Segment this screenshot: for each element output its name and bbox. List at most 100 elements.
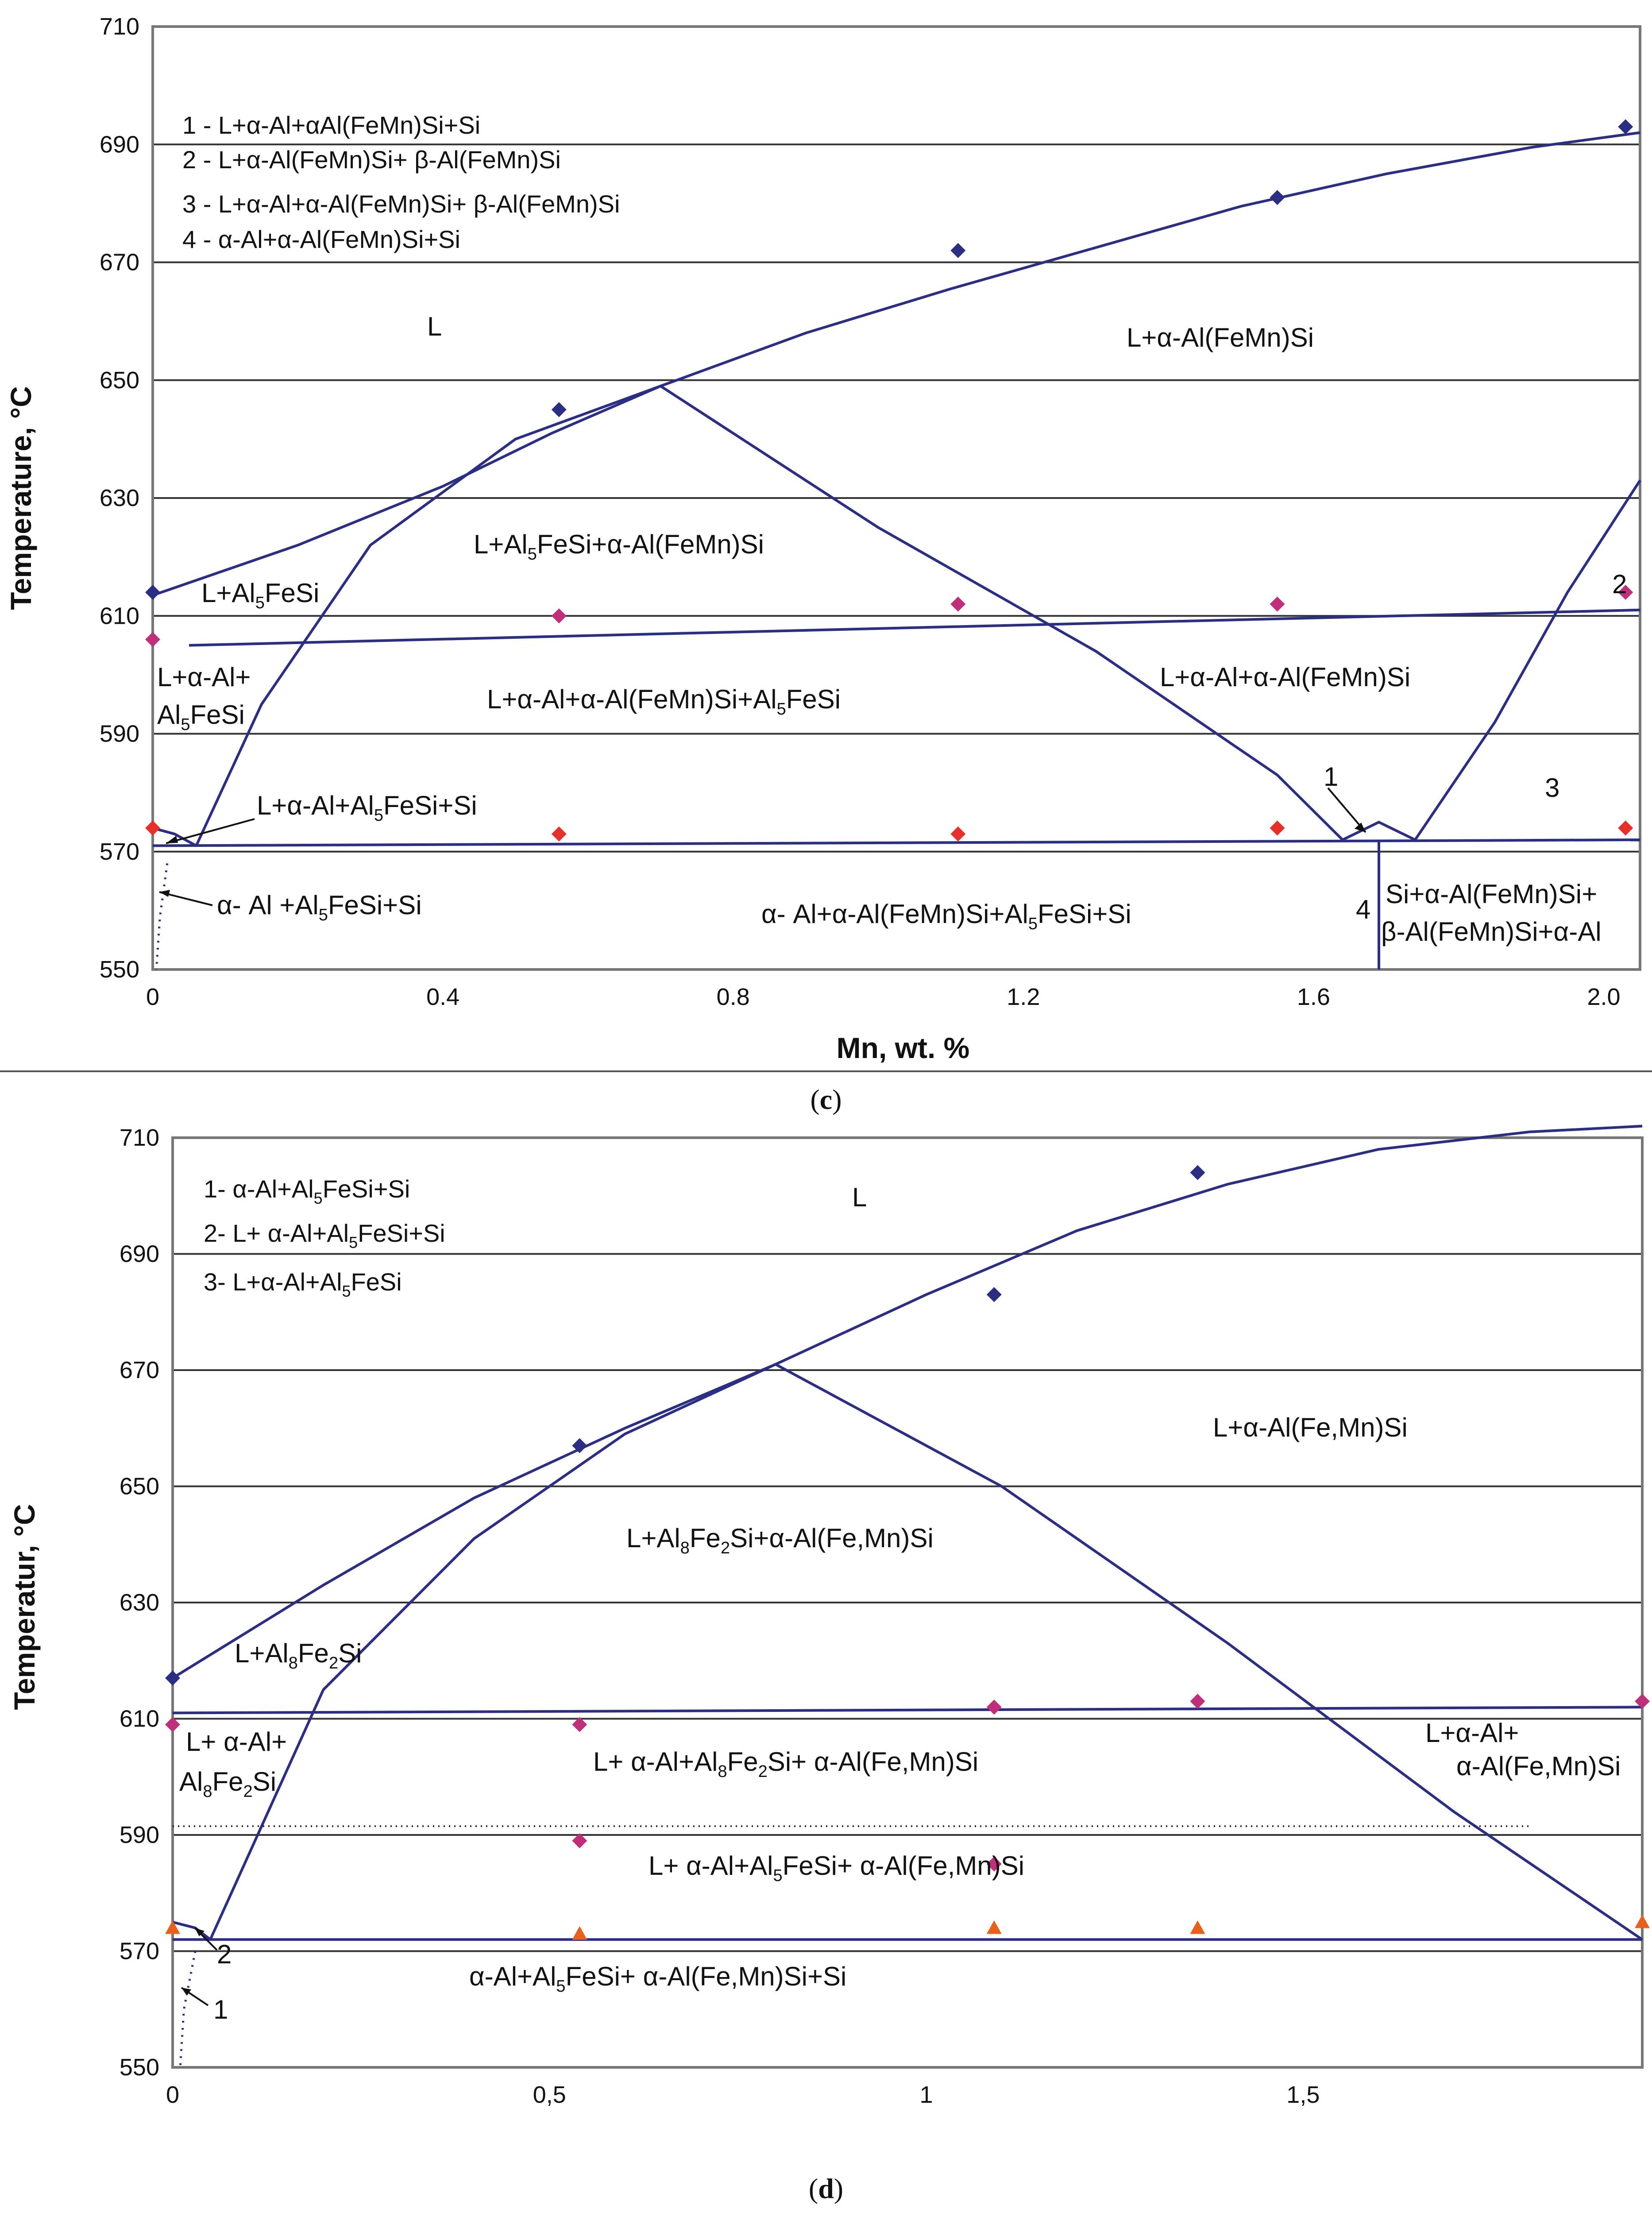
c-phase-line-4 [189, 608, 1640, 647]
d-phase-line-2 [209, 1363, 776, 1940]
d-data-point [1190, 1165, 1205, 1180]
c-legend-item-3: 3 - L+α-Al+α-Al(FeMn)Si+ β-Al(FeMn)Si [182, 190, 620, 218]
d-data-point [1190, 1920, 1205, 1934]
c-marker-label-3: 3 [1545, 773, 1559, 803]
d-data-point [572, 1717, 587, 1732]
c-data-point [145, 585, 160, 600]
d-legend-item-3: 3- L+α-Al+Al5FeSi [204, 1268, 402, 1300]
d-caption: (d) [809, 2173, 843, 2204]
c-data-point [145, 820, 160, 836]
d-phase-lines [172, 1124, 1643, 2068]
d-data-point [165, 1920, 180, 1934]
c-data-points [145, 119, 1633, 842]
d-phase-line-3 [775, 1363, 1643, 1941]
c-phase-line-3 [660, 385, 1344, 841]
c-y-tick-label: 670 [100, 249, 139, 276]
c-x-axis-label: Mn, wt. % [837, 1031, 970, 1064]
d-y-tick-label: 610 [120, 1706, 159, 1732]
c-phase-line-1 [152, 131, 1640, 597]
d-y-tick-label: 670 [120, 1357, 159, 1383]
c-x-tick-label: 0.8 [717, 984, 750, 1010]
c-region-four-phase: L+α-Al+α-Al(FeMn)Si+Al5FeSi [487, 684, 841, 718]
c-y-tick-label: 690 [100, 131, 139, 158]
d-arrowhead-2 [195, 1928, 205, 1936]
d-region-l-al8fe2si: L+Al8Fe2Si [235, 1638, 362, 1672]
c-data-point [551, 608, 567, 624]
d-marker-label-1: 1 [213, 1995, 228, 2024]
c-region-l-al5fesi: L+Al5FeSi [201, 578, 319, 612]
d-data-point [165, 1670, 180, 1686]
d-region-right-line1: L+α-Al+ [1425, 1718, 1519, 1748]
d-y-tick-label: 590 [120, 1822, 159, 1848]
c-data-point [1618, 820, 1633, 836]
c-region-l-aal-alfemnsi: L+α-Al+α-Al(FeMn)Si [1160, 662, 1410, 692]
c-region-l-al5fesi-alfemnsi: L+Al5FeSi+α-Al(FeMn)Si [474, 529, 764, 564]
c-data-point [950, 596, 966, 612]
c-phase-line-5 [152, 838, 1640, 847]
c-data-point [551, 826, 567, 842]
c-legend-item-4: 4 - α-Al+α-Al(FeMn)Si+Si [182, 225, 460, 253]
c-x-tick-label: 0 [146, 984, 159, 1010]
d-region-lower-four-phase: L+ α-Al+Al5FeSi+ α-Al(Fe,Mn)Si [648, 1851, 1024, 1885]
d-region-l-aal-al8fe2si-line1: L+ α-Al+ [186, 1727, 287, 1757]
d-y-tick-label: 690 [120, 1241, 159, 1267]
d-region-l-al8fe2si-alfemnsi: L+Al8Fe2Si+α-Al(Fe,Mn)Si [626, 1523, 934, 1557]
c-arrowhead-solid-left [159, 890, 170, 897]
d-y-tick-label: 570 [120, 1938, 159, 1965]
d-arrowhead-1 [181, 1988, 191, 1996]
c-y-tick-label: 590 [100, 721, 139, 747]
c-data-point [1618, 119, 1633, 135]
d-region-solid: α-Al+Al5FeSi+ α-Al(Fe,Mn)Si+Si [469, 1962, 846, 1996]
c-y-tick-label: 610 [100, 602, 139, 629]
c-phase-line-7 [1414, 479, 1641, 841]
d-data-point [572, 1926, 587, 1940]
c-marker-label-4: 4 [1356, 895, 1370, 924]
c-region-solid-right-line1: Si+α-Al(FeMn)Si+ [1386, 879, 1597, 909]
c-data-point [1618, 585, 1633, 600]
c-region-solid-mid: α- Al+α-Al(FeMn)Si+Al5FeSi+Si [761, 899, 1131, 933]
c-arrowhead-l-aal-al5fesi-si [166, 836, 178, 843]
d-phase-line-4 [172, 1706, 1643, 1715]
c-phase-line-6 [1342, 820, 1416, 841]
d-marker-label-2: 2 [217, 1939, 232, 1969]
c-x-tick-label: 2.0 [1587, 984, 1621, 1010]
c-marker-label-2: 2 [1612, 569, 1627, 599]
d-data-point [986, 1287, 1002, 1302]
c-x-tick-label: 1.2 [1007, 984, 1040, 1010]
c-legend-item-1: 1 - L+α-Al+αAl(FeMn)Si+Si [182, 111, 480, 139]
c-region-solid-right-line2: β-Al(FeMn)Si+α-Al [1381, 917, 1602, 946]
d-legend: 1- α-Al+Al5FeSi+Si 2- L+ α-Al+Al5FeSi+Si… [204, 1175, 445, 1300]
d-y-axis-label: Temperatur, °C [8, 1504, 41, 1710]
c-y-tick-label: 650 [100, 367, 139, 394]
c-data-point [551, 402, 567, 417]
d-data-point [986, 1699, 1002, 1715]
d-phase-line-8 [179, 1951, 197, 2068]
chart-c: 550 570 590 610 630 650 670 690 710 0 0.4 0.8 1.2 1.… [4, 13, 1641, 1115]
d-region-upper-four-phase: L+ α-Al+Al8Fe2Si+ α-Al(Fe,Mn)Si [593, 1747, 978, 1781]
c-phase-line-10 [155, 863, 169, 970]
d-x-tick-label: 0,5 [533, 2082, 566, 2108]
d-legend-item-1: 1- α-Al+Al5FeSi+Si [204, 1175, 410, 1207]
c-arrowhead-1 [1355, 823, 1366, 832]
c-y-axis-label: Temperature, °C [4, 386, 37, 610]
c-x-tick-labels: 0 0.4 0.8 1.2 1.6 2.0 [146, 984, 1621, 1010]
c-y-tick-label: 630 [100, 485, 139, 511]
d-phase-line-1 [172, 1124, 1643, 1680]
d-y-tick-label: 550 [120, 2054, 159, 2081]
d-data-point [1635, 1694, 1650, 1709]
d-data-points [165, 1165, 1650, 1940]
d-legend-item-2: 2- L+ α-Al+Al5FeSi+Si [204, 1219, 445, 1251]
c-phase-line-2 [195, 385, 661, 846]
d-y-tick-label: 710 [120, 1124, 159, 1151]
c-y-tick-labels: 550 570 590 610 630 650 670 690 710 [100, 13, 139, 983]
d-y-tick-label: 650 [120, 1473, 159, 1500]
c-data-point [950, 826, 966, 842]
d-y-tick-labels: 550 570 590 610 630 650 670 690 710 [120, 1124, 159, 2081]
c-region-l-aal-al5fesi-si: L+α-Al+Al5FeSi+Si [257, 791, 477, 825]
d-data-point [572, 1833, 587, 1849]
c-data-point [1270, 596, 1285, 612]
c-region-solid-left: α- Al +Al5FeSi+Si [217, 890, 422, 924]
d-data-point [986, 1920, 1002, 1934]
d-region-l-aal-al8fe2si-line2: Al8Fe2Si [179, 1767, 276, 1801]
